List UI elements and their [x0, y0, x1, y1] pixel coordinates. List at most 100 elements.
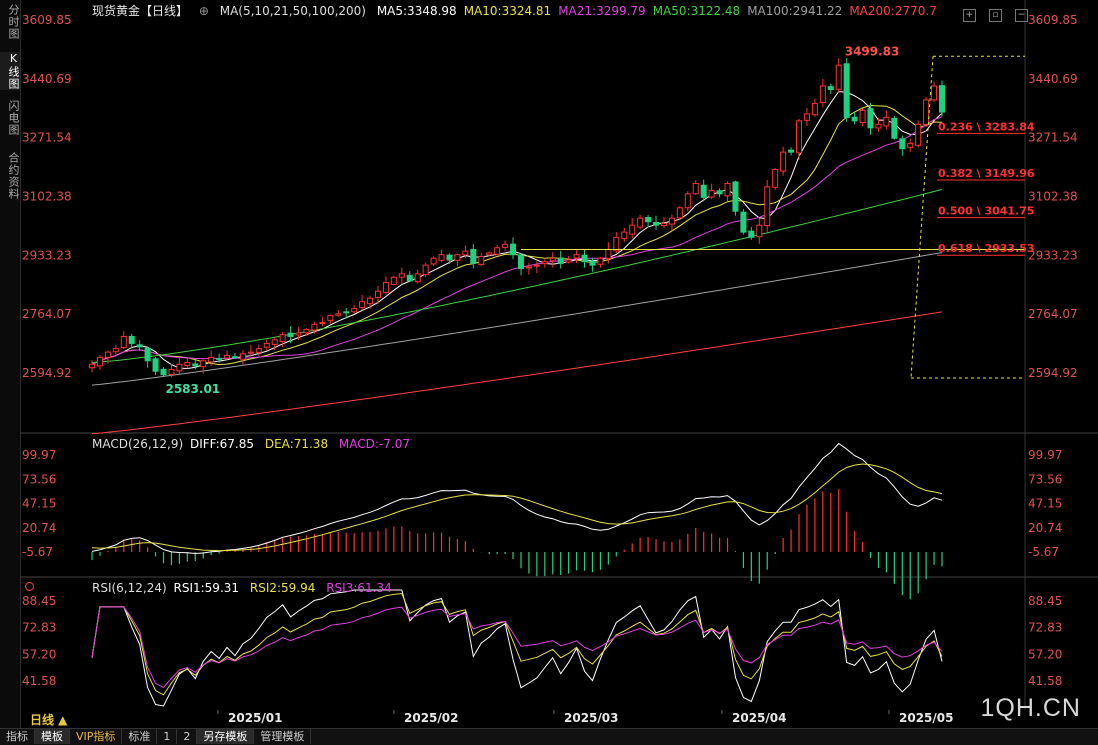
candle-body-87 — [780, 151, 787, 172]
macd-diff: DIFF:67.85 — [189, 437, 255, 451]
candle-body-63 — [589, 261, 596, 266]
candle-body-1 — [96, 356, 103, 367]
candle-body-43 — [430, 257, 437, 265]
ma-line-MA200 — [91, 311, 943, 435]
main-ytick-left-3: 3102.38 — [22, 190, 72, 204]
candle-body-98 — [867, 108, 874, 129]
candle-body-80 — [724, 182, 731, 197]
rsi-ytick-right-1: 72.83 — [1028, 621, 1062, 635]
candle-body-103 — [907, 142, 914, 148]
candle-body-56 — [533, 264, 540, 267]
chart-svg[interactable]: 3609.85 3609.85 3440.69 3440.69 3271.54 3271.… — [20, 0, 1098, 728]
candle-body-19 — [239, 353, 246, 360]
candle-body-29 — [319, 322, 326, 325]
candle-body-9 — [160, 368, 167, 376]
toolbar-tab-5[interactable]: 2 — [177, 729, 198, 744]
ma-value-2: MA21:3299.79 — [558, 4, 646, 18]
fib-label-1: 0.382 \ 3149.96 — [938, 167, 1035, 180]
bottom-toolbar: 指标 模板 VIP指标 标准 1 2 另存模板 管理模板 — [0, 728, 1098, 745]
candle-body-95 — [843, 63, 850, 118]
crosshair-icon[interactable]: + — [962, 9, 976, 22]
candle-body-54 — [517, 254, 524, 270]
sidebar-tab-1[interactable]: K线图 — [0, 52, 20, 90]
minimize-icon[interactable]: − — [1015, 9, 1028, 22]
candle-body-0 — [89, 363, 95, 369]
toolbar-tab-3[interactable]: 标准 — [122, 729, 158, 744]
candle-body-64 — [597, 257, 604, 265]
ma-values: MA5:3348.98 MA10:3324.81 MA21:3299.79 MA50:… — [377, 4, 944, 18]
toolbar-tab-1[interactable]: 模板 — [35, 729, 70, 744]
macd-legend: MACD(26,12,9) DIFF:67.85 DEA:71.38 MACD:… — [92, 437, 417, 451]
candle-body-71 — [653, 221, 660, 226]
rsi-line-2 — [91, 592, 943, 696]
candle-body-33 — [351, 308, 358, 313]
candle-body-107 — [939, 85, 945, 113]
candle-body-60 — [565, 259, 572, 263]
candle-body-79 — [716, 190, 723, 195]
period-selector[interactable]: 日线 ▲ — [30, 713, 68, 727]
ma-line-MA100 — [91, 252, 943, 386]
main-ytick-right-3: 3102.38 — [1028, 190, 1078, 204]
macd-ytick-left-1: 73.56 — [22, 472, 56, 486]
candle-body-89 — [796, 120, 803, 154]
candle-body-88 — [788, 149, 795, 153]
candle-body-42 — [422, 264, 429, 275]
restore-icon[interactable]: ▫ — [988, 9, 1002, 22]
candle-body-17 — [224, 355, 231, 359]
sidebar: 分时图 K线图闪电图合约资料 — [0, 0, 21, 728]
candle-body-39 — [398, 273, 405, 278]
settings-icon[interactable]: ⊕ — [198, 4, 209, 18]
candle-body-15 — [208, 356, 215, 363]
main-ytick-left-2: 3271.54 — [22, 131, 72, 145]
candle-body-68 — [629, 224, 636, 235]
x-label-2: 2025/03 — [564, 711, 618, 725]
candle-body-20 — [247, 351, 254, 354]
macd-ytick-left-4: -5.67 — [22, 545, 53, 559]
candle-body-34 — [359, 301, 366, 308]
candle-body-45 — [446, 254, 453, 261]
macd-ytick-right-1: 73.56 — [1028, 472, 1062, 486]
candle-body-65 — [605, 249, 612, 259]
candle-body-86 — [772, 169, 779, 188]
sidebar-tab-3[interactable]: 合约资料 — [7, 152, 20, 200]
fib-label-3: 0.618 \ 2933.53 — [938, 242, 1035, 255]
candle-body-38 — [390, 276, 397, 285]
candle-body-10 — [168, 368, 175, 376]
candle-body-76 — [692, 182, 699, 195]
instrument-title: 现货黄金【日线】 — [92, 4, 189, 18]
toolbar-tab-4[interactable]: 1 — [157, 729, 178, 744]
x-label-3: 2025/04 — [732, 711, 786, 725]
toolbar-tab-2[interactable]: VIP指标 — [70, 729, 123, 744]
toolbar-tab-7[interactable]: 管理模板 — [254, 729, 312, 744]
candle-body-83 — [748, 230, 755, 238]
sidebar-tab-0[interactable]: 分时图 — [7, 4, 20, 40]
candle-body-67 — [621, 231, 628, 240]
candle-body-7 — [144, 347, 151, 362]
candle-body-28 — [311, 323, 318, 331]
sidebar-tab-2[interactable]: 闪电图 — [7, 100, 20, 136]
main-legend: 现货黄金【日线】 ⊕ MA(5,10,21,50,100,200) MA5:33… — [92, 2, 951, 19]
candle-body-31 — [335, 313, 342, 316]
candle-body-70 — [645, 217, 652, 223]
rsi-marker-icon[interactable] — [25, 582, 34, 591]
candle-body-37 — [382, 282, 389, 293]
rsi-params: RSI(6,12,24) — [92, 581, 167, 595]
watermark: 1QH.CN — [980, 694, 1081, 722]
ma-params: MA(5,10,21,50,100,200) — [219, 4, 366, 18]
rsi-ytick-right-3: 41.58 — [1028, 674, 1062, 688]
ma-value-3: MA50:3122.48 — [652, 4, 741, 18]
toolbar-tab-6[interactable]: 另存模板 — [197, 729, 255, 744]
candle-body-40 — [406, 274, 413, 282]
candle-body-51 — [494, 247, 501, 255]
main-ytick-left-6: 2594.92 — [22, 366, 72, 380]
fib-label-0: 0.236 \ 3283.84 — [938, 120, 1035, 133]
candle-body-46 — [454, 254, 461, 261]
candle-body-52 — [502, 243, 509, 248]
rsi-ytick-left-0: 88.45 — [22, 594, 56, 608]
macd-ytick-right-2: 47.15 — [1028, 497, 1062, 511]
candle-body-13 — [192, 363, 199, 367]
toolbar-tab-0[interactable]: 指标 — [0, 729, 35, 744]
macd-dea: DEA:71.38 — [264, 437, 329, 451]
candle-body-58 — [549, 257, 556, 262]
candle-body-62 — [581, 254, 588, 263]
